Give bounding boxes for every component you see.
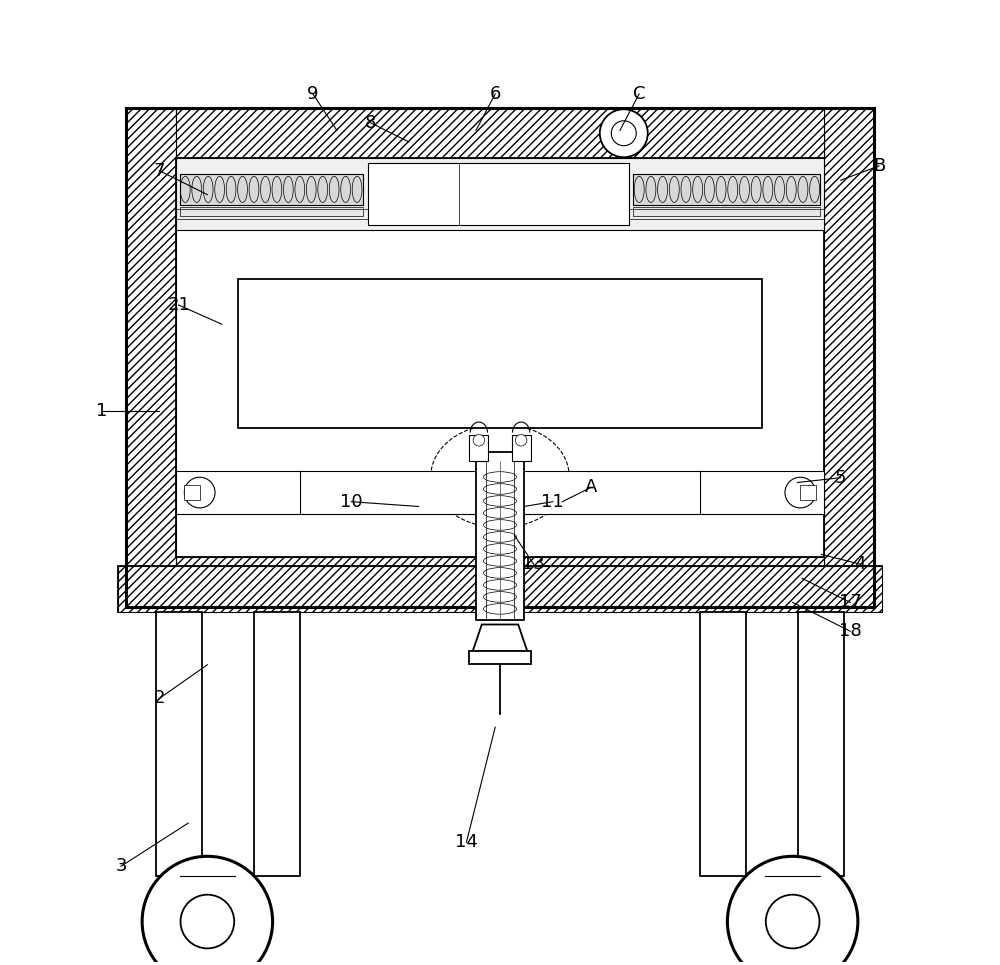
Bar	[126, 108, 176, 607]
Polygon shape	[473, 624, 527, 651]
Bar	[512, 434, 531, 461]
Bar	[176, 558, 824, 607]
Circle shape	[766, 895, 819, 949]
Bar	[633, 207, 820, 216]
Circle shape	[142, 856, 273, 965]
Text: 7: 7	[154, 162, 165, 179]
Bar	[800, 484, 816, 500]
Bar	[176, 158, 824, 231]
Bar	[476, 452, 524, 620]
Text: 6: 6	[490, 85, 501, 103]
Circle shape	[515, 434, 527, 446]
Text: 17: 17	[839, 593, 862, 612]
Bar	[156, 612, 202, 876]
Text: 11: 11	[541, 493, 564, 510]
Ellipse shape	[431, 424, 569, 528]
Circle shape	[473, 434, 485, 446]
Text: 4: 4	[854, 555, 866, 573]
Bar	[238, 279, 762, 427]
Bar	[700, 612, 746, 876]
Text: A: A	[585, 479, 597, 496]
Circle shape	[611, 121, 636, 146]
Text: 21: 21	[167, 296, 190, 314]
Bar	[176, 108, 824, 158]
Text: C: C	[633, 85, 645, 103]
Bar	[368, 163, 629, 226]
Text: 5: 5	[835, 469, 846, 486]
Bar	[180, 174, 363, 205]
Circle shape	[184, 478, 215, 508]
Bar	[180, 207, 363, 216]
Bar	[469, 651, 531, 664]
Bar	[118, 565, 882, 612]
Bar	[176, 471, 824, 514]
Circle shape	[181, 895, 234, 949]
Bar	[126, 108, 874, 607]
Circle shape	[727, 856, 858, 965]
Text: 3: 3	[115, 857, 127, 875]
Bar	[633, 174, 820, 205]
Bar	[118, 565, 882, 612]
Text: 13: 13	[522, 555, 545, 573]
Bar	[824, 108, 874, 607]
Text: 8: 8	[365, 114, 376, 131]
Bar	[184, 484, 200, 500]
Text: 18: 18	[839, 622, 862, 640]
Circle shape	[785, 478, 816, 508]
Text: 2: 2	[154, 689, 165, 707]
Bar	[469, 434, 488, 461]
Text: 10: 10	[340, 493, 363, 510]
Bar	[798, 612, 844, 876]
Circle shape	[600, 109, 648, 157]
Text: B: B	[873, 157, 885, 175]
Text: 1: 1	[96, 401, 108, 420]
Text: 9: 9	[307, 85, 319, 103]
Text: 14: 14	[455, 834, 478, 851]
Bar	[254, 612, 300, 876]
